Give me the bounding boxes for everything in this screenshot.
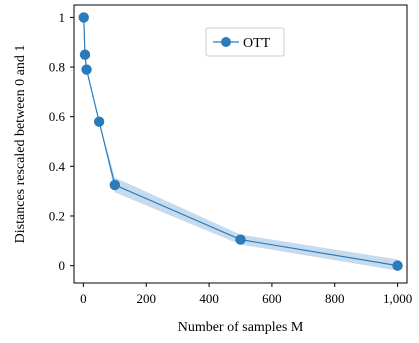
x-tick-label: 800 xyxy=(325,291,345,306)
data-point xyxy=(392,260,403,271)
x-axis-label: Number of samples M xyxy=(178,320,304,335)
y-tick-label: 0.2 xyxy=(49,208,65,223)
x-axis-ticks: 0 200 400 600 800 1,000 xyxy=(80,283,412,306)
confidence-band xyxy=(83,17,398,271)
legend-marker-swatch xyxy=(221,37,231,47)
x-tick-label: 1,000 xyxy=(383,291,412,306)
y-tick-label: 0.6 xyxy=(49,109,66,124)
data-point xyxy=(79,49,91,60)
data-point xyxy=(109,179,121,191)
data-point xyxy=(235,234,246,245)
y-tick-label: 0.4 xyxy=(49,159,66,174)
y-axis-label: Distances rescaled between 0 and 1 xyxy=(13,45,28,244)
data-point xyxy=(81,64,92,75)
series-points-layer xyxy=(78,12,403,271)
x-tick-label: 0 xyxy=(80,291,87,306)
confidence-band-layer xyxy=(83,17,398,271)
x-tick-label: 600 xyxy=(262,291,282,306)
x-tick-label: 200 xyxy=(137,291,157,306)
y-axis-ticks: 0 0.2 0.4 0.6 0.8 1 xyxy=(49,10,74,273)
y-tick-label: 0 xyxy=(59,258,66,273)
data-point xyxy=(78,12,89,23)
y-tick-label: 0.8 xyxy=(49,60,65,75)
legend: OTT xyxy=(205,27,285,57)
y-tick-label: 1 xyxy=(59,10,66,25)
legend-entry-ott: OTT xyxy=(243,36,271,51)
data-point xyxy=(93,116,105,127)
plot-frame xyxy=(73,4,408,284)
x-tick-label: 400 xyxy=(199,291,219,306)
legend-box xyxy=(205,27,285,57)
